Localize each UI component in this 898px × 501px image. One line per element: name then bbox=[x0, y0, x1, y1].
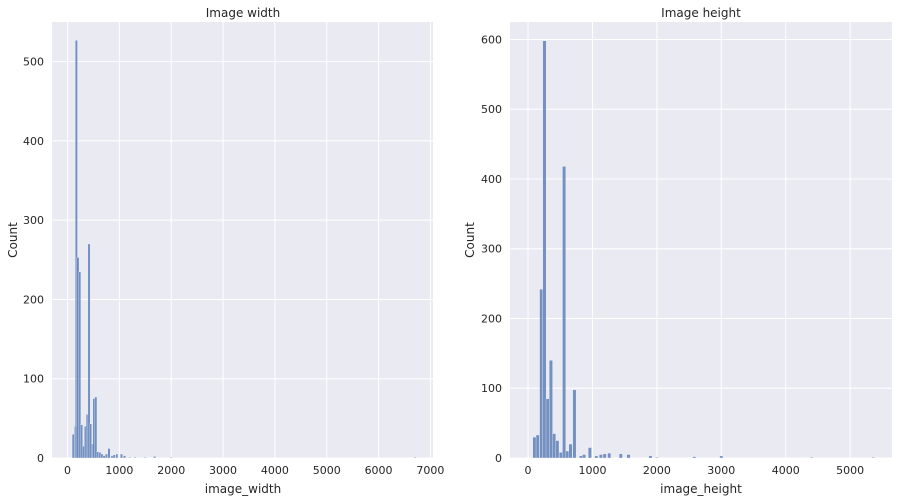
histogram-bar bbox=[96, 451, 99, 459]
histogram-bar bbox=[648, 455, 653, 459]
x-tick-label: 0 bbox=[525, 464, 532, 477]
histogram-bar bbox=[89, 423, 92, 459]
histogram-bar bbox=[143, 457, 147, 459]
histogram-bar bbox=[562, 166, 566, 459]
x-tick-label: 2000 bbox=[157, 464, 185, 477]
histogram-bar bbox=[692, 456, 697, 459]
x-tick-label: 3000 bbox=[707, 464, 735, 477]
y-tick-label: 500 bbox=[23, 56, 44, 69]
y-tick-label: 100 bbox=[481, 382, 502, 395]
x-tick-label: 3000 bbox=[209, 464, 237, 477]
histogram-bar bbox=[542, 40, 547, 459]
x-tick-label: 4000 bbox=[772, 464, 800, 477]
y-tick-label: 200 bbox=[481, 312, 502, 325]
histogram-bar bbox=[535, 434, 540, 459]
y-tick-label: 300 bbox=[23, 214, 44, 227]
histogram-bar bbox=[87, 243, 91, 459]
x-tick-labels: 0 1000 2000 3000 4000 5000 bbox=[525, 464, 865, 477]
histogram-bar bbox=[568, 443, 573, 459]
histogram-bar bbox=[655, 457, 659, 459]
histogram-bar bbox=[105, 453, 108, 459]
chart-title: Image width bbox=[206, 6, 280, 20]
y-tick-label: 0 bbox=[495, 452, 502, 465]
chart-image-width: 0 1000 2000 3000 4000 5000 6000 7000 0 100 200 300… bbox=[6, 6, 444, 496]
histogram-bar bbox=[582, 454, 586, 459]
histogram-bar bbox=[120, 453, 123, 459]
histogram-bar bbox=[602, 453, 607, 459]
histogram-bar bbox=[809, 457, 814, 459]
histogram-bar bbox=[80, 424, 83, 459]
histogram-bar bbox=[94, 396, 98, 459]
histogram-bar bbox=[559, 452, 563, 459]
x-tick-label: 4000 bbox=[261, 464, 289, 477]
histogram-bar bbox=[549, 360, 553, 459]
x-tick-label: 6000 bbox=[365, 464, 393, 477]
plot-area-height bbox=[510, 22, 892, 458]
y-axis-label: Count bbox=[6, 222, 20, 258]
histogram-bars bbox=[532, 40, 876, 459]
y-tick-label: 400 bbox=[23, 135, 44, 148]
histogram-bar bbox=[545, 398, 550, 459]
histogram-bar bbox=[607, 452, 612, 459]
histogram-bar bbox=[626, 454, 631, 459]
histogram-bar bbox=[123, 455, 126, 459]
histogram-bar bbox=[572, 389, 577, 459]
histogram-bar bbox=[599, 454, 603, 459]
plot-area-width bbox=[52, 22, 433, 458]
x-tick-label: 0 bbox=[64, 464, 71, 477]
histogram-bar bbox=[413, 457, 417, 459]
histogram-bar bbox=[133, 457, 137, 459]
histogram-bar bbox=[719, 455, 724, 459]
y-tick-label: 300 bbox=[481, 243, 502, 256]
histogram-bar bbox=[128, 457, 132, 459]
histogram-bar bbox=[555, 440, 560, 459]
histogram-bar bbox=[169, 457, 173, 459]
histogram-bar bbox=[102, 455, 106, 459]
x-tick-label: 1000 bbox=[105, 464, 133, 477]
histogram-bar bbox=[532, 436, 537, 459]
histogram-bar bbox=[115, 453, 119, 459]
histogram-bar bbox=[588, 447, 592, 459]
histogram-bars bbox=[71, 40, 417, 459]
histogram-bar bbox=[107, 448, 111, 459]
y-tick-label: 100 bbox=[23, 373, 44, 386]
y-tick-labels: 0 100 200 300 400 500 bbox=[23, 56, 44, 465]
y-tick-label: 0 bbox=[37, 452, 44, 465]
x-tick-label: 1000 bbox=[578, 464, 606, 477]
y-tick-label: 400 bbox=[481, 173, 502, 186]
y-tick-label: 600 bbox=[481, 33, 502, 46]
x-tick-label: 2000 bbox=[643, 464, 671, 477]
y-axis-label: Count bbox=[463, 222, 477, 258]
gridlines bbox=[510, 22, 892, 459]
y-tick-label: 500 bbox=[481, 103, 502, 116]
histogram-bar bbox=[618, 453, 623, 459]
histogram-bar bbox=[552, 433, 556, 459]
histogram-bar bbox=[71, 434, 75, 459]
histogram-bar bbox=[565, 450, 570, 459]
x-axis-label: image_height bbox=[660, 482, 742, 496]
x-tick-labels: 0 1000 2000 3000 4000 5000 6000 7000 bbox=[64, 464, 444, 477]
chart-image-height: 0 1000 2000 3000 4000 5000 0 100 200 300 400 500 60… bbox=[463, 6, 892, 496]
histogram-bar bbox=[153, 456, 156, 459]
gridlines bbox=[52, 22, 433, 459]
histogram-bar bbox=[75, 40, 78, 459]
y-tick-label: 200 bbox=[23, 293, 44, 306]
histogram-bar bbox=[871, 457, 876, 459]
histogram-bar bbox=[78, 271, 82, 459]
chart-title: Image height bbox=[661, 6, 741, 20]
x-tick-label: 5000 bbox=[313, 464, 341, 477]
histogram-bar bbox=[594, 455, 599, 459]
x-tick-label: 5000 bbox=[836, 464, 864, 477]
histogram-bar bbox=[112, 454, 116, 459]
y-tick-labels: 0 100 200 300 400 500 600 bbox=[481, 33, 502, 465]
histogram-bar bbox=[579, 455, 583, 459]
x-axis-label: image_width bbox=[205, 482, 281, 496]
histogram-bar bbox=[539, 289, 544, 459]
x-tick-label: 7000 bbox=[416, 464, 444, 477]
